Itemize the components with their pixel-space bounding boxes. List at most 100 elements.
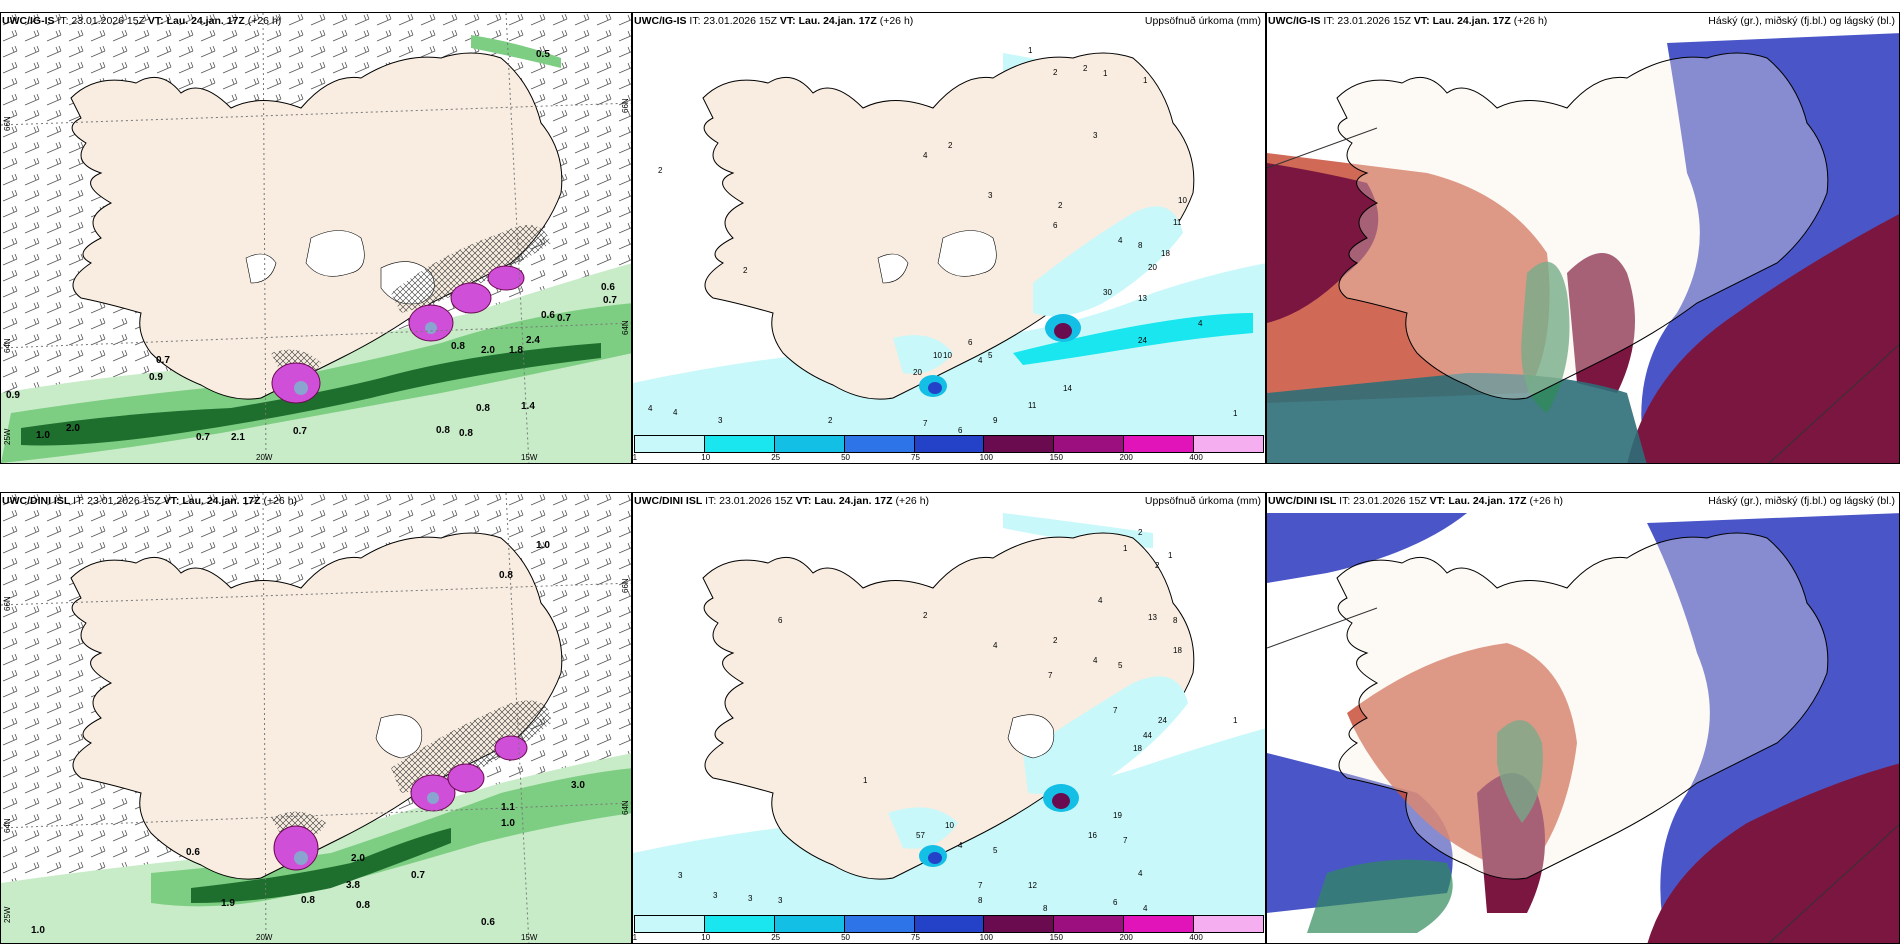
cell-core-1 — [294, 381, 308, 395]
precip-label: 0.9 — [149, 372, 163, 383]
accum-label: 2 — [1053, 636, 1058, 645]
accum-label: 2 — [1058, 201, 1063, 210]
legend-swatches — [634, 915, 1264, 933]
panel-header: UWC/DINI ISL IT: 23.01.2026 15Z VT: Lau.… — [634, 495, 929, 507]
accum-label: 30 — [1103, 288, 1112, 297]
precip-label: 0.8 — [476, 403, 490, 414]
accum-label: 4 — [993, 641, 998, 650]
legend-swatch — [774, 916, 845, 932]
accum-label: 2 — [923, 611, 928, 620]
accum-label: 9 — [993, 416, 998, 425]
accum-label: 2 — [828, 416, 833, 425]
precip-label: 0.7 — [156, 355, 170, 366]
precip-label: 0.7 — [196, 432, 210, 443]
accum-label: 10 — [945, 821, 954, 830]
legend-tick: 400 — [1189, 933, 1203, 942]
lat-label-64n-right: 64N — [621, 320, 630, 335]
lat-label-64n-right: 64N — [621, 800, 630, 815]
accum-label: 4 — [1138, 869, 1143, 878]
precip-label: 0.7 — [603, 295, 617, 306]
green-band-dark — [191, 828, 451, 903]
precip-light-band — [1013, 313, 1253, 365]
precip-core-east-inner — [1054, 323, 1072, 339]
map-clouds — [1267, 513, 1899, 943]
precip-label: 1.0 — [501, 818, 515, 829]
precip-south-zone — [888, 807, 958, 849]
precip-label: 0.7 — [557, 313, 571, 324]
lon-label-20w: 20W — [256, 933, 273, 942]
legend-swatch — [1054, 436, 1125, 452]
graticule-line — [1267, 607, 1378, 649]
legend-tick: 75 — [911, 933, 920, 942]
snow-patch-1 — [375, 714, 423, 759]
init-time: IT: 23.01.2026 15Z — [57, 15, 145, 27]
low-cloud-north — [1267, 513, 1467, 583]
accum-label: 4 — [1093, 656, 1098, 665]
precip-label: 0.8 — [436, 425, 450, 436]
accum-label: 5 — [988, 351, 993, 360]
magenta-cell-1 — [273, 825, 319, 871]
accum-label: 1 — [1143, 76, 1148, 85]
valid-time: VT: Lau. 24.jan. 17Z — [795, 495, 893, 507]
accum-label: 6 — [968, 338, 973, 347]
legend-swatch — [704, 916, 775, 932]
accum-label: 4 — [1198, 319, 1203, 328]
map-wind: 1.0 0.8 0.6 1.0 1.9 0.8 0.8 3.8 0.7 2.0 … — [1, 493, 631, 943]
accum-label: 3 — [713, 891, 718, 900]
lat-label-64n: 64N — [3, 818, 12, 833]
accum-label: 4 — [1143, 904, 1148, 913]
model-name: UWC/IG-IS — [2, 15, 55, 27]
panel-header: UWC/IG-IS IT: 23.01.2026 15Z VT: Lau. 24… — [2, 15, 281, 27]
accum-label: 7 — [978, 881, 983, 890]
cell-core-2 — [427, 792, 439, 804]
accum-label: 18 — [1173, 646, 1182, 655]
map-wind: 0.5 0.7 0.9 1.0 2.0 0.7 2.1 0.7 0.9 0.8 … — [1, 13, 631, 463]
precip-label: 0.8 — [301, 895, 315, 906]
legend-swatch — [914, 436, 985, 452]
accum-label: 20 — [913, 368, 922, 377]
accum-label: 12 — [1028, 881, 1037, 890]
graticule-20w — [262, 13, 267, 463]
model-name: UWC/IG-IS — [1268, 15, 1321, 27]
graticule-64n — [1, 322, 631, 349]
graticule-66n — [1, 102, 631, 126]
valid-time: VT: Lau. 24.jan. 17Z — [147, 15, 245, 27]
precip-labels: 0.5 0.7 0.9 1.0 2.0 0.7 2.1 0.7 0.9 0.8 … — [6, 49, 617, 443]
valid-time: VT: Lau. 24.jan. 17Z — [1429, 495, 1527, 507]
precip-label: 1.8 — [509, 345, 523, 356]
precip-label: 2.1 — [231, 432, 245, 443]
model-name: UWC/IG-IS — [634, 15, 687, 27]
legend-tick: 1 — [632, 453, 638, 462]
precip-label: 0.8 — [451, 341, 465, 352]
precip-label: 2.0 — [481, 345, 495, 356]
lat-label-66n-right: 66N — [621, 578, 630, 593]
legend-tick: 200 — [1119, 453, 1133, 462]
lead-time: (+26 h) — [879, 15, 914, 27]
accum-label: 7 — [1048, 671, 1053, 680]
lat-label-25w: 25W — [3, 906, 12, 923]
legend-swatch — [984, 436, 1055, 452]
legend-tick: 150 — [1049, 453, 1063, 462]
accum-label: 10 — [933, 351, 942, 360]
accum-label: 1 — [1168, 551, 1173, 560]
panel-accum-precip-dini: UWC/DINI ISL IT: 23.01.2026 15Z VT: Lau.… — [632, 492, 1266, 944]
accum-label: 44 — [1143, 731, 1152, 740]
precip-label: 1.0 — [536, 540, 550, 551]
model-name: UWC/DINI ISL — [634, 495, 703, 507]
panel-title: Háský (gr.), miðský (fj.bl.) og lágský (… — [1708, 15, 1895, 27]
snow-patch-1 — [305, 230, 365, 277]
low-cloud-green-tint — [1521, 261, 1570, 413]
accum-label: 2 — [1053, 68, 1058, 77]
panel-header: UWC/DINI ISL IT: 23.01.2026 15Z VT: Lau.… — [1268, 495, 1563, 507]
precip-core-south-inner — [928, 382, 942, 394]
high-cloud-center — [1567, 253, 1635, 393]
high-cloud-west — [1267, 163, 1379, 323]
accum-label: 3 — [718, 416, 723, 425]
precip-label: 2.0 — [351, 853, 365, 864]
panel-header: UWC/IG-IS IT: 23.01.2026 15Z VT: Lau. 24… — [1268, 15, 1547, 27]
accum-label: 6 — [1053, 221, 1058, 230]
precip-label: 0.7 — [411, 870, 425, 881]
lat-label-25w: 25W — [3, 428, 12, 445]
hatched-area-east — [391, 700, 551, 793]
hatched-area-east — [391, 225, 551, 313]
